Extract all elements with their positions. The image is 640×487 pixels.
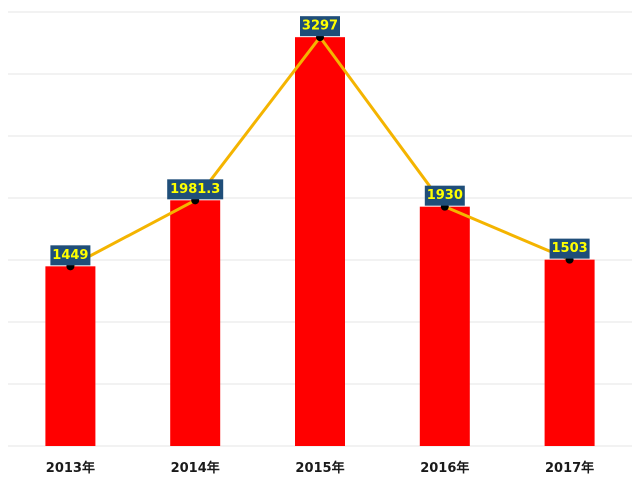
data-labels: 1449 1981.3 3297 1930 1503 (50, 16, 590, 266)
data-label-text: 1449 (52, 248, 88, 263)
x-tick-label: 2013年 (46, 460, 95, 476)
data-label: 1981.3 (167, 179, 224, 200)
x-tick-label: 2017年 (545, 460, 594, 476)
data-label-text: 1503 (552, 241, 588, 256)
data-label-box (549, 238, 590, 259)
bar (295, 37, 345, 447)
x-tick-label: 2016年 (420, 460, 469, 476)
data-label-box (300, 16, 340, 37)
bar (419, 206, 470, 446)
data-label: 1503 (549, 238, 590, 259)
data-label-box (167, 179, 224, 200)
data-label-box (424, 185, 465, 206)
bars (45, 37, 595, 447)
bar (544, 259, 595, 446)
x-tick-label: 2015年 (295, 460, 344, 476)
x-axis-tick-labels: 2013年 2014年 2015年 2016年 2017年 (46, 460, 594, 476)
data-label-text: 1981.3 (170, 182, 220, 197)
data-label: 1930 (424, 185, 465, 206)
bar (170, 200, 221, 446)
bar (45, 266, 96, 446)
data-label-box (50, 245, 91, 266)
data-label-text: 1930 (427, 188, 463, 203)
data-label: 3297 (300, 16, 340, 37)
data-label: 1449 (50, 245, 91, 266)
data-label-text: 3297 (302, 19, 338, 34)
x-tick-label: 2014年 (171, 460, 220, 476)
